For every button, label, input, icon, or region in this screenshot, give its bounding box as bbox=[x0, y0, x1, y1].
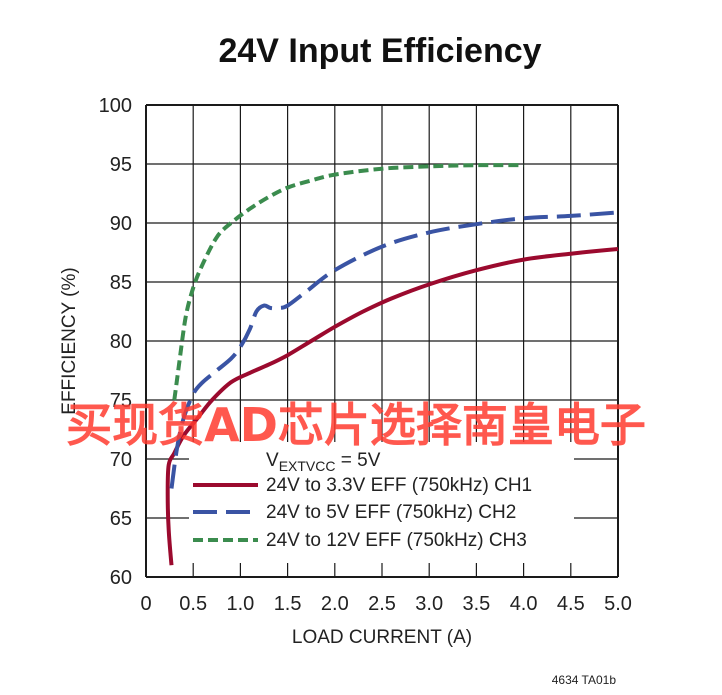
y-tick-label: 85 bbox=[110, 272, 132, 294]
y-tick-label: 100 bbox=[99, 95, 132, 117]
x-tick-labels: 0 0.5 1.0 1.5 2.0 2.5 3.0 3.5 4.0 4.5 5.0 bbox=[140, 593, 631, 615]
x-tick-label: 2.0 bbox=[321, 593, 349, 615]
y-tick-label: 90 bbox=[110, 213, 132, 235]
x-tick-label: 3.5 bbox=[462, 593, 490, 615]
x-tick-label: 2.5 bbox=[368, 593, 396, 615]
legend-header-main: V bbox=[266, 450, 279, 471]
x-tick-label: 4.0 bbox=[510, 593, 538, 615]
y-tick-label: 60 bbox=[110, 567, 132, 589]
x-tick-label: 3.0 bbox=[415, 593, 443, 615]
x-tick-label: 0 bbox=[140, 593, 151, 615]
series-line-ch2 bbox=[169, 210, 619, 489]
y-tick-label: 75 bbox=[110, 390, 132, 412]
x-tick-label: 1.5 bbox=[274, 593, 302, 615]
legend-header: VEXTVCC = 5V bbox=[266, 450, 381, 474]
y-axis-label: EFFICIENCY (%) bbox=[59, 267, 80, 414]
figure-id: 4634 TA01b bbox=[552, 673, 617, 687]
legend-label-ch1: 24V to 3.3V EFF (750kHz) CH1 bbox=[266, 475, 532, 496]
legend-header-suffix: = 5V bbox=[335, 450, 380, 471]
legend-label-ch3: 24V to 12V EFF (750kHz) CH3 bbox=[266, 530, 527, 551]
x-tick-label: 0.5 bbox=[179, 593, 207, 615]
watermark-text: 买现货AD芯片选择南皇电子 bbox=[66, 398, 646, 452]
y-tick-label: 80 bbox=[110, 331, 132, 353]
x-axis-label: LOAD CURRENT (A) bbox=[292, 627, 472, 648]
y-tick-label: 95 bbox=[110, 154, 132, 176]
x-tick-label: 1.0 bbox=[226, 593, 254, 615]
x-tick-label: 4.5 bbox=[557, 593, 585, 615]
legend-header-sub: EXTVCC bbox=[279, 458, 336, 474]
chart-title: 24V Input Efficiency bbox=[218, 32, 541, 70]
series-lines bbox=[165, 163, 619, 566]
y-tick-label: 65 bbox=[110, 508, 132, 530]
y-tick-label: 70 bbox=[110, 449, 132, 471]
y-tick-labels: 60 65 70 75 80 85 90 95 100 bbox=[99, 95, 132, 589]
legend-entries: 24V to 3.3V EFF (750kHz) CH1 24V to 5V EF… bbox=[193, 475, 532, 551]
x-tick-label: 5.0 bbox=[604, 593, 632, 615]
legend-background bbox=[189, 442, 574, 563]
series-line-ch3 bbox=[172, 163, 524, 401]
legend-label-ch2: 24V to 5V EFF (750kHz) CH2 bbox=[266, 502, 516, 523]
legend: VEXTVCC = 5V 24V to 3.3V EFF (750kHz) CH… bbox=[189, 442, 574, 563]
series-line-ch1 bbox=[165, 247, 619, 566]
